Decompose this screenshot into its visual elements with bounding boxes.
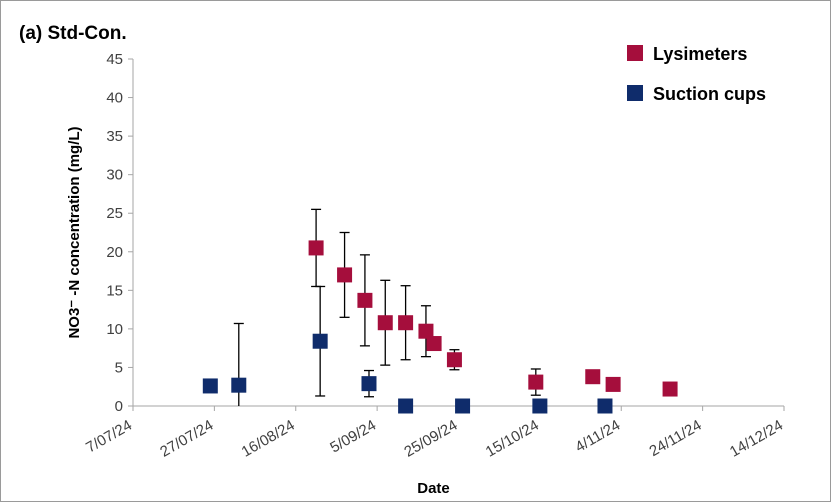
lysimeter-point [528,374,544,390]
lysimeter-point [585,369,601,385]
x-tick-label: 4/11/24 [572,417,623,456]
y-tick-label: 45 [106,51,123,68]
x-tick-label: 24/11/24 [647,417,705,460]
y-tick-label: 20 [106,244,123,261]
x-tick-label: 14/12/24 [727,417,786,461]
lysimeter-point [398,315,414,331]
lysimeter-point [308,240,324,256]
suction-cup-point [202,378,218,394]
plot-area: 0 5 10 15 20 25 30 35 40 45 7/07/24 27/07/24 16/08/2… [83,51,786,461]
suction-cup-point [455,398,471,414]
y-tick-label: 15 [106,282,123,299]
suction-cup-point [361,376,377,392]
suction-cup-point [597,398,613,414]
x-tick-label: 7/07/24 [83,417,135,457]
lysimeter-point [446,352,462,368]
suction-cup-point [398,398,414,414]
chart-title: (a) Std-Con. [19,23,127,44]
y-tick-label: 10 [106,321,123,338]
suction-cup-point [231,377,247,393]
lysimeter-point [357,292,373,308]
y-tick-label: 40 [106,90,123,107]
y-tick-label: 30 [106,167,123,184]
legend-label: Lysimeters [653,44,747,64]
x-tick-label: 15/10/24 [483,417,542,461]
y-tick-label: 5 [115,359,123,376]
y-tick-label: 25 [106,205,123,222]
lysimeter-point [605,376,621,392]
x-tick-label: 25/09/24 [401,417,460,461]
x-tick-label: 27/07/24 [157,417,216,461]
suction-cup-point [312,333,328,349]
y-axis-title: NO3⁻ -N concentration (mg/L) [66,126,83,338]
x-tick-label: 5/09/24 [327,417,379,457]
lysimeter-point [418,323,434,339]
y-tick-label: 0 [115,398,123,415]
x-tick-label: 16/08/24 [239,417,298,461]
lysimeter-point [662,381,678,397]
legend: Lysimeters Suction cups [627,44,766,104]
y-tick-label: 35 [106,128,123,145]
lysimeter-point [426,336,442,352]
lysimeter-point [337,267,353,283]
legend-marker [627,85,643,101]
suction-cup-point [532,398,548,414]
legend-label: Suction cups [653,84,766,104]
lysimeter-point [377,315,393,331]
x-axis-title: Date [417,480,450,497]
legend-marker [627,45,643,61]
